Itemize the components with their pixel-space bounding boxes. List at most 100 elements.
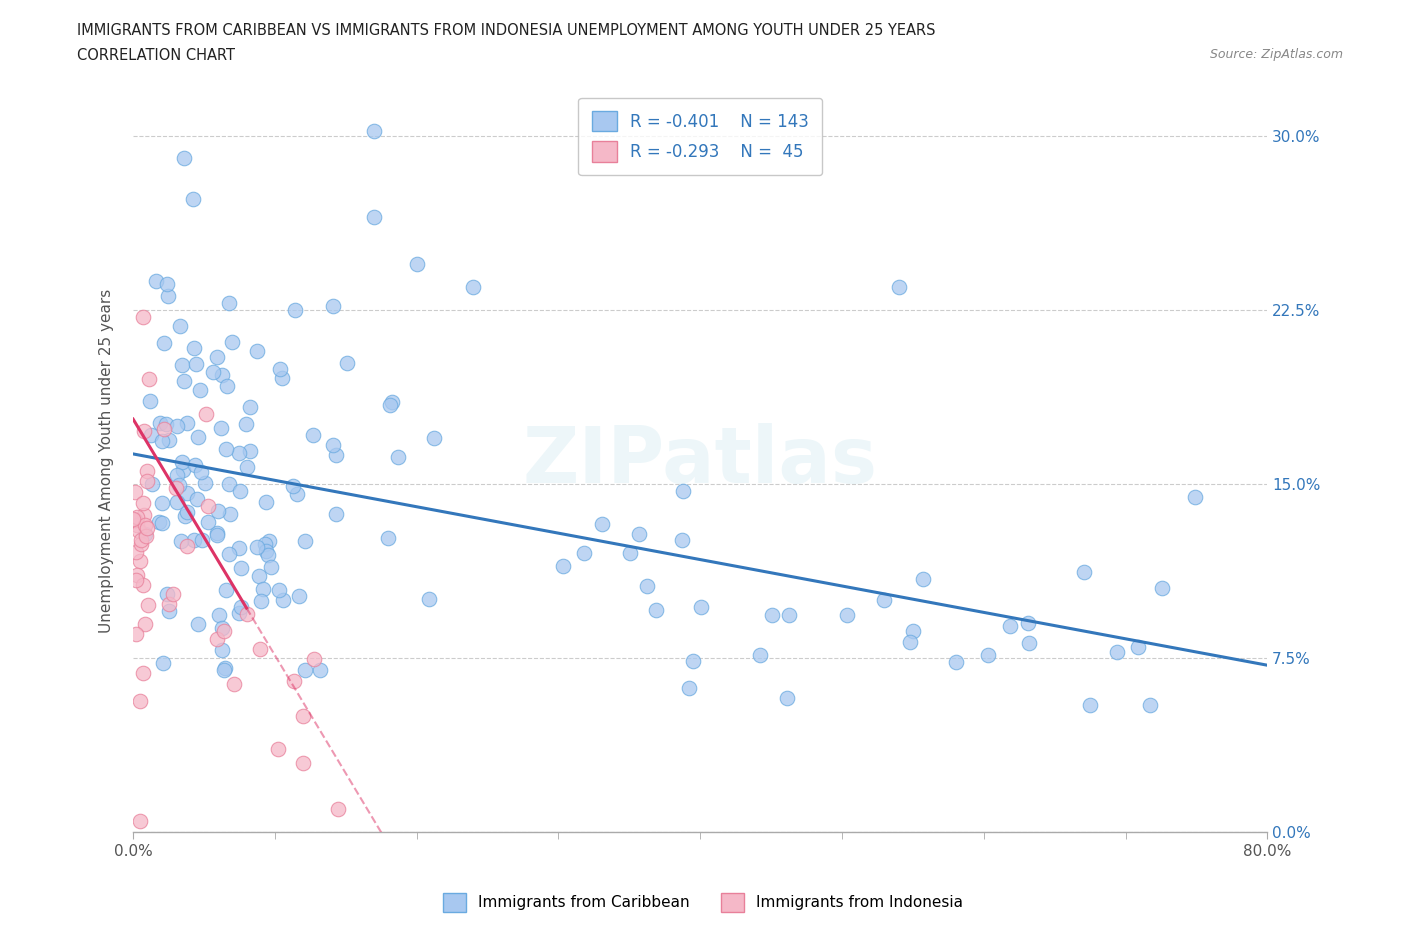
Point — [231, 599, 253, 614]
Point — [212, 624, 235, 639]
Point — [898, 635, 921, 650]
Point — [267, 741, 290, 756]
Point — [252, 581, 274, 596]
Point — [184, 458, 207, 472]
Point — [619, 546, 641, 561]
Point — [148, 514, 170, 529]
Point — [271, 371, 294, 386]
Point — [405, 256, 427, 271]
Point — [176, 486, 198, 501]
Point — [285, 487, 308, 502]
Point — [325, 506, 347, 521]
Point — [208, 607, 231, 622]
Point — [294, 662, 316, 677]
Point — [236, 606, 259, 621]
Text: ZIPatlas: ZIPatlas — [523, 423, 877, 498]
Point — [325, 448, 347, 463]
Point — [149, 415, 172, 430]
Point — [135, 528, 157, 543]
Point — [156, 288, 179, 303]
Point — [132, 496, 155, 511]
Point — [377, 530, 399, 545]
Point — [155, 417, 177, 432]
Text: CORRELATION CHART: CORRELATION CHART — [77, 48, 235, 63]
Point — [1105, 644, 1128, 659]
Point — [308, 662, 330, 677]
Point — [778, 607, 800, 622]
Point — [690, 599, 713, 614]
Point — [207, 631, 229, 646]
Point — [170, 357, 193, 372]
Point — [218, 546, 240, 561]
Point — [132, 310, 155, 325]
Point — [748, 647, 770, 662]
Point — [423, 431, 446, 445]
Point — [173, 151, 195, 166]
Point — [191, 533, 214, 548]
Point — [129, 553, 152, 568]
Text: IMMIGRANTS FROM CARIBBEAN VS IMMIGRANTS FROM INDONESIA UNEMPLOYMENT AMONG YOUTH : IMMIGRANTS FROM CARIBBEAN VS IMMIGRANTS … — [77, 23, 936, 38]
Point — [239, 443, 262, 458]
Point — [150, 433, 173, 448]
Point — [145, 274, 167, 289]
Point — [124, 513, 146, 528]
Point — [291, 709, 314, 724]
Point — [122, 512, 145, 526]
Point — [134, 617, 156, 631]
Point — [228, 540, 250, 555]
Point — [257, 534, 280, 549]
Point — [136, 463, 159, 478]
Point — [152, 655, 174, 670]
Point — [945, 655, 967, 670]
Point — [215, 583, 238, 598]
Point — [128, 693, 150, 708]
Point — [239, 399, 262, 414]
Point — [125, 573, 148, 588]
Point — [381, 394, 404, 409]
Point — [1073, 565, 1095, 580]
Point — [284, 302, 307, 317]
Point — [977, 648, 1000, 663]
Point — [156, 277, 179, 292]
Point — [194, 475, 217, 490]
Point — [246, 343, 269, 358]
Text: Source: ZipAtlas.com: Source: ZipAtlas.com — [1209, 48, 1343, 61]
Point — [636, 578, 658, 593]
Point — [1139, 698, 1161, 712]
Point — [236, 459, 259, 474]
Point — [134, 518, 156, 533]
Point — [229, 561, 252, 576]
Point — [157, 604, 180, 618]
Point — [157, 432, 180, 447]
Point — [183, 533, 205, 548]
Point — [166, 468, 188, 483]
Point — [336, 356, 359, 371]
Point — [139, 393, 162, 408]
Point — [302, 651, 325, 666]
Point — [129, 532, 152, 547]
Point — [131, 537, 153, 551]
Point — [572, 546, 595, 561]
Point — [211, 367, 233, 382]
Point — [551, 559, 574, 574]
Point — [205, 527, 228, 542]
Point — [254, 495, 277, 510]
Point — [218, 477, 240, 492]
Point — [125, 567, 148, 582]
Point — [181, 192, 204, 206]
Point — [128, 524, 150, 538]
Point — [186, 492, 208, 507]
Point — [187, 617, 209, 631]
Point — [271, 592, 294, 607]
Point — [170, 534, 193, 549]
Point — [156, 586, 179, 601]
Point — [363, 124, 385, 139]
Point — [205, 525, 228, 540]
Point — [269, 362, 291, 377]
Point — [139, 428, 162, 443]
Point — [901, 624, 924, 639]
Point — [998, 618, 1021, 633]
Point — [222, 676, 245, 691]
Point — [209, 420, 232, 435]
Point — [328, 802, 350, 817]
